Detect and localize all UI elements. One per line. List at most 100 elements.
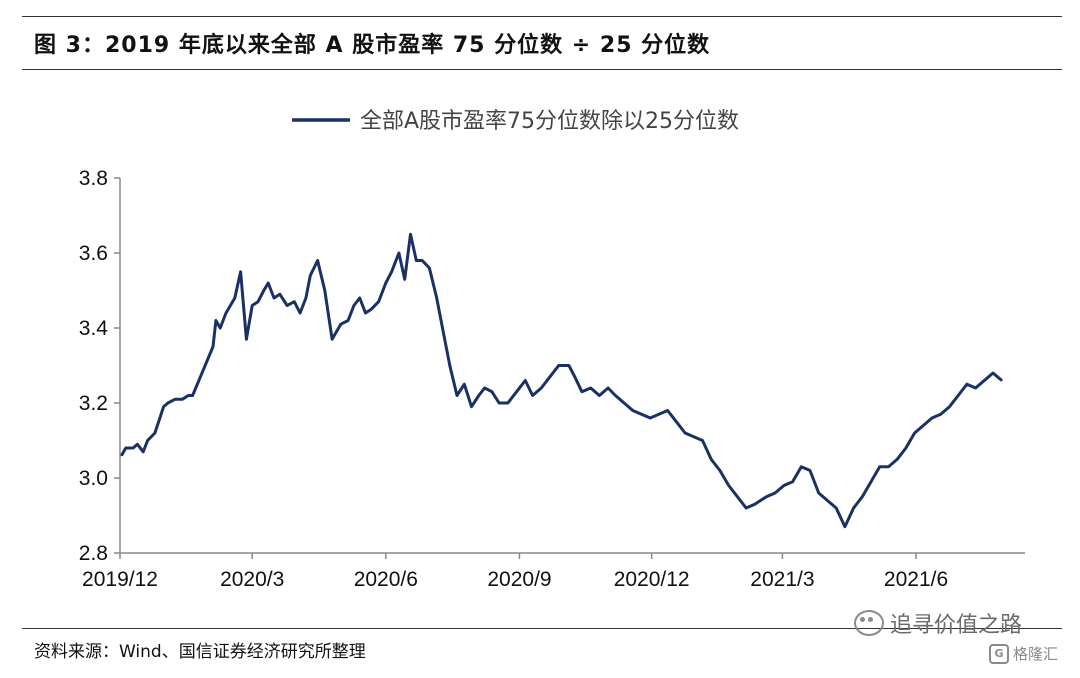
data-point	[498, 402, 500, 404]
data-point	[719, 469, 721, 472]
watermark: 追寻价值之路	[853, 607, 1022, 639]
data-point	[340, 323, 342, 325]
data-point	[913, 432, 916, 434]
data-point	[745, 507, 747, 509]
title-bar: 图 3：2019 年底以来全部 A 股市盈率 75 分位数 ÷ 25 分位数	[22, 16, 1062, 70]
data-point	[377, 300, 380, 303]
data-point	[162, 405, 165, 408]
data-point	[478, 394, 480, 397]
figure-title: 图 3：2019 年底以来全部 A 股市盈率 75 分位数 ÷ 25 分位数	[34, 33, 711, 58]
data-point	[607, 387, 609, 389]
data-point	[263, 289, 265, 292]
data-point	[573, 375, 576, 378]
data-point	[540, 387, 543, 389]
data-point	[324, 289, 326, 292]
data-point	[549, 375, 551, 378]
data-point	[809, 469, 811, 472]
x-tick-label: 2020/6	[354, 568, 418, 591]
data-point	[279, 293, 281, 295]
data-point	[358, 297, 361, 299]
data-point	[421, 259, 424, 262]
data-point	[852, 507, 855, 509]
data-point	[905, 447, 907, 449]
source-note: 资料来源：Wind、国信证券经济研究所整理	[34, 642, 366, 662]
data-point	[403, 278, 406, 281]
data-point	[640, 413, 643, 416]
data-point	[1001, 379, 1003, 382]
data-point	[835, 507, 837, 509]
data-point	[507, 402, 509, 404]
chart-area: 2.8 3.0 3.2 3.4 3.6 3.8 2019/12 2020/3 2020/6 202…	[30, 90, 1040, 610]
data-point	[870, 480, 872, 483]
data-point	[922, 424, 925, 427]
data-point	[666, 409, 669, 412]
data-point	[524, 379, 527, 382]
g-logo-icon: G	[988, 643, 1009, 664]
footer: 资料来源：Wind、国信证券经济研究所整理 追寻价值之路 G 格隆汇	[22, 610, 1062, 673]
data-point	[390, 271, 393, 273]
data-point	[491, 390, 493, 393]
data-point	[181, 398, 184, 401]
data-point	[878, 466, 881, 468]
data-point	[142, 451, 144, 453]
data-point	[589, 387, 592, 389]
data-point	[483, 387, 486, 389]
data-point	[470, 405, 473, 408]
data-point	[826, 499, 829, 502]
data-point	[364, 312, 367, 314]
data-point	[251, 304, 253, 307]
data-point	[167, 402, 169, 404]
data-point	[861, 495, 864, 498]
data-point	[212, 345, 214, 348]
watermark-text: 追寻价值之路	[889, 613, 1022, 638]
data-point	[449, 364, 451, 367]
data-point	[939, 413, 942, 416]
data-point	[974, 387, 977, 389]
y-tick-label: 3.6	[79, 242, 108, 265]
watermark-secondary-text: 格隆汇	[1012, 645, 1058, 663]
data-point	[632, 409, 634, 412]
data-point	[234, 297, 236, 299]
y-tick-label: 3.4	[79, 317, 109, 340]
data-point	[568, 364, 570, 367]
data-point	[154, 432, 156, 434]
data-point	[331, 338, 333, 340]
data-point	[966, 383, 968, 386]
data-point	[353, 304, 355, 307]
x-tick-label: 2020/9	[487, 568, 551, 591]
x-tick-label: 2020/12	[614, 568, 690, 591]
data-point	[299, 312, 301, 314]
data-point	[225, 312, 227, 314]
data-point	[174, 398, 176, 401]
line-chart: 2.8 3.0 3.2 3.4 3.6 3.8 2019/12 2020/3 2020/6 202…	[79, 109, 1025, 591]
y-tick-label: 2.8	[79, 542, 108, 565]
data-point	[531, 394, 534, 397]
y-tick-label: 3.8	[79, 167, 108, 190]
data-point	[887, 466, 890, 468]
data-point	[817, 492, 820, 494]
data-point	[191, 394, 194, 397]
data-point	[765, 495, 768, 498]
legend-label: 全部A股市盈率75分位数除以25分位数	[360, 109, 739, 134]
data-point	[309, 274, 312, 277]
data-point	[316, 259, 319, 262]
data-point	[257, 300, 259, 303]
data-point	[684, 432, 686, 434]
data-point	[125, 447, 127, 449]
data-point	[693, 436, 695, 438]
data-point	[614, 394, 617, 397]
data-point	[267, 282, 269, 284]
data-point	[463, 383, 466, 386]
data-point	[215, 319, 217, 322]
data-point	[931, 417, 933, 419]
wechat-icon	[853, 610, 884, 636]
x-tick-label: 2021/3	[750, 568, 814, 591]
data-point	[120, 454, 123, 457]
x-tick-label: 2021/6	[884, 568, 948, 591]
data-point	[273, 297, 275, 299]
data-point	[385, 282, 387, 284]
data-point	[435, 297, 438, 299]
data-point	[515, 390, 518, 393]
data-point	[146, 439, 149, 442]
x-tick-label: 2019/12	[82, 568, 158, 591]
